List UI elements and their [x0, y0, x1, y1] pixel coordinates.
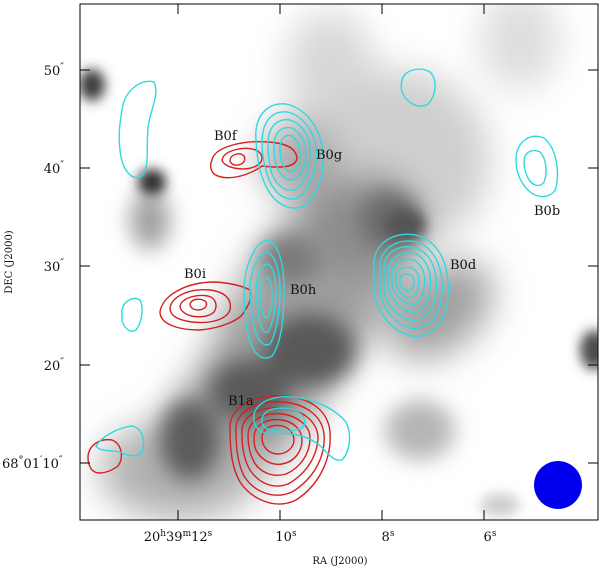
x-tick-label-2: 8s [382, 529, 395, 545]
x-tick-label-1: 10s [275, 529, 297, 545]
x-tick-labels: 20h39m12s 10s 8s 6s [144, 529, 497, 545]
x-axis-title: RA (J2000) [312, 556, 367, 567]
source-label-b0f: B0f [214, 129, 238, 144]
x-tick-label-0: 20h39m12s [144, 529, 213, 545]
x-tick-label-3: 6s [484, 529, 497, 545]
beam-ellipse [534, 461, 582, 509]
source-label-b0b: B0b [534, 204, 560, 219]
plot-frame [79, 3, 599, 521]
y-tick-label-1: 40″ [44, 160, 65, 177]
source-label-b0g: B0g [316, 148, 342, 163]
y-tick-label-2: 30″ [44, 258, 65, 275]
y-axis-title: DEC (J2000) [4, 230, 15, 294]
source-label-b0d: B0d [450, 258, 476, 273]
y-tick-label-3: 20″ [44, 357, 65, 374]
axis-ticks [80, 4, 598, 520]
source-labels: B0f B0g B0b B0i B0h B0d B1a [184, 129, 560, 409]
source-label-b0i: B0i [184, 267, 206, 282]
y-tick-labels: 50″ 40″ 30″ 20″ 68°01′10″ [2, 62, 64, 472]
cyan-contours [95, 68, 559, 461]
source-label-b1a: B1a [228, 394, 254, 409]
y-tick-label-0: 50″ [44, 62, 65, 79]
y-tick-label-4: 68°01′10″ [2, 455, 63, 472]
source-label-b0h: B0h [290, 283, 317, 298]
